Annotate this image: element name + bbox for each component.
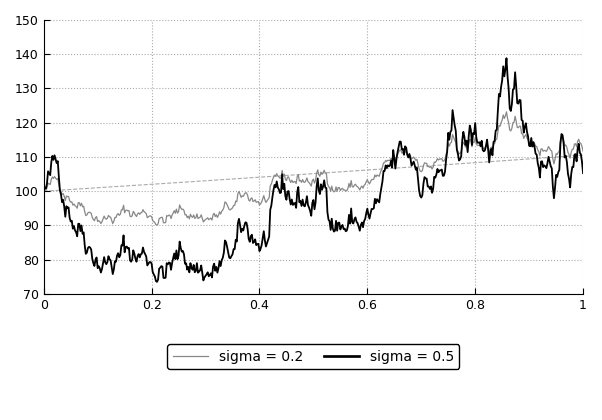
sigma = 0.2 (488, 144, 495, 150)
sigma = 0.5 (395, 144, 402, 150)
Line: sigma = 0.2: sigma = 0.2 (44, 112, 583, 225)
sigma = 0.2 (580, 149, 587, 154)
sigma = 0.5 (388, 165, 396, 170)
Legend: sigma = 0.2, sigma = 0.5: sigma = 0.2, sigma = 0.5 (167, 344, 459, 369)
sigma = 0.2 (388, 158, 396, 163)
sigma = 0.2 (40, 189, 48, 194)
sigma = 0.2 (197, 213, 205, 218)
sigma = 0.2 (503, 109, 510, 114)
sigma = 0.5 (488, 147, 495, 152)
sigma = 0.2 (154, 223, 161, 228)
sigma = 0.2 (238, 195, 245, 200)
sigma = 0.5 (154, 279, 161, 284)
sigma = 0.5 (580, 171, 587, 176)
sigma = 0.5 (175, 253, 182, 258)
sigma = 0.2 (395, 150, 402, 155)
sigma = 0.5 (238, 230, 245, 235)
sigma = 0.5 (197, 263, 205, 268)
sigma = 0.2 (175, 209, 182, 214)
sigma = 0.5 (40, 189, 48, 194)
sigma = 0.5 (503, 56, 510, 61)
Line: sigma = 0.5: sigma = 0.5 (44, 58, 583, 282)
